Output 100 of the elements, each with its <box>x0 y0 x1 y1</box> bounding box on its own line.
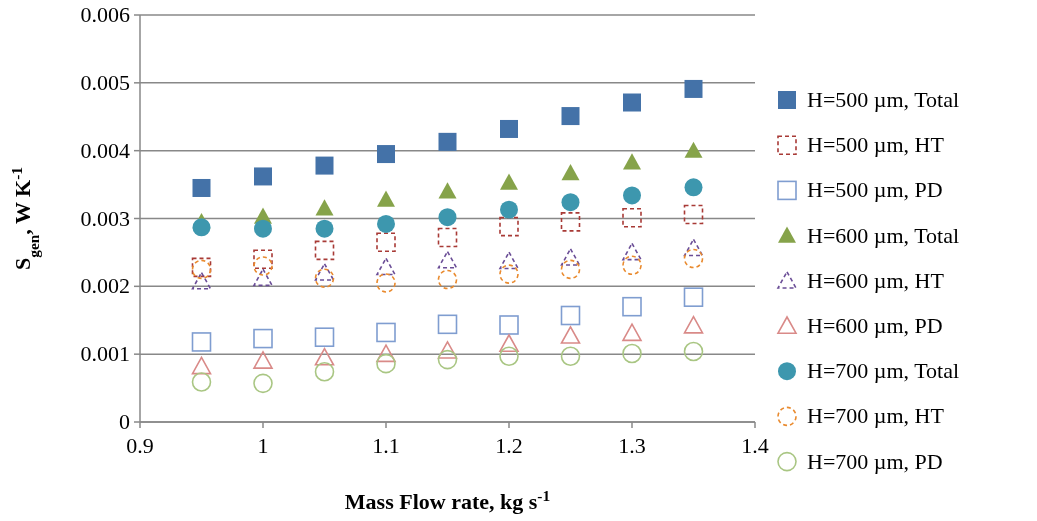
point <box>314 362 335 382</box>
point <box>561 193 580 212</box>
point <box>254 167 272 186</box>
point <box>623 93 641 112</box>
point <box>622 242 642 261</box>
point <box>499 216 519 237</box>
point <box>560 326 581 344</box>
point <box>683 238 704 257</box>
point <box>314 327 335 348</box>
y-tick-label: 0 <box>119 409 130 434</box>
point <box>315 199 334 216</box>
point <box>500 173 518 190</box>
x-tick-label: 1.2 <box>495 433 523 458</box>
legend-label: H=600 µm, HT <box>807 267 945 293</box>
point <box>500 119 518 138</box>
y-tick-label: 0.004 <box>80 137 130 163</box>
point <box>192 218 211 237</box>
point <box>560 259 581 280</box>
point <box>314 347 335 366</box>
point <box>191 332 212 352</box>
point <box>254 219 272 238</box>
point <box>499 346 519 366</box>
point <box>314 268 335 288</box>
point <box>437 269 458 290</box>
point <box>499 315 519 335</box>
point <box>683 287 704 307</box>
point <box>314 240 335 261</box>
point <box>315 156 334 175</box>
point <box>437 340 458 359</box>
point <box>623 186 641 205</box>
point <box>253 351 273 369</box>
point <box>376 232 396 253</box>
point <box>314 262 335 281</box>
legend-label: H=700 µm, PD <box>807 448 943 474</box>
point <box>684 79 703 98</box>
point <box>253 256 273 276</box>
point <box>376 353 396 374</box>
y-tick-label: 0.001 <box>80 341 130 367</box>
point <box>560 248 581 266</box>
x-tick-label: 1.1 <box>372 433 400 458</box>
point <box>622 255 642 276</box>
point <box>377 214 395 233</box>
point <box>438 208 457 227</box>
point <box>376 273 396 293</box>
point <box>622 208 642 228</box>
point <box>437 250 458 269</box>
point <box>437 314 458 335</box>
point <box>192 178 211 197</box>
point <box>623 153 641 170</box>
x-tick-label: 1 <box>257 433 269 458</box>
point <box>683 204 704 225</box>
point <box>191 356 212 375</box>
point <box>561 164 580 181</box>
point <box>438 132 457 151</box>
point <box>622 323 642 342</box>
point <box>315 219 334 238</box>
point <box>376 322 396 343</box>
legend-label: H=600 µm, Total <box>807 222 960 248</box>
point <box>622 343 642 364</box>
point <box>561 107 580 126</box>
point <box>253 268 273 287</box>
point <box>560 346 581 366</box>
legend-label: H=600 µm, PD <box>807 313 943 338</box>
point <box>253 373 273 394</box>
y-tick-label: 0.006 <box>80 2 130 27</box>
point <box>683 248 704 269</box>
point <box>253 328 273 349</box>
point <box>376 257 396 276</box>
x-tick-label: 1.3 <box>618 433 646 458</box>
point <box>376 344 396 363</box>
point <box>499 251 519 270</box>
point <box>560 305 581 326</box>
point <box>622 296 642 317</box>
legend-label: H=500 µm, PD <box>807 177 943 203</box>
legend-label: H=500 µm, Total <box>807 87 960 112</box>
point <box>500 200 518 219</box>
point <box>560 212 581 232</box>
point <box>684 141 703 158</box>
y-tick-label: 0.005 <box>80 69 130 95</box>
y-tick-label: 0.003 <box>80 205 130 231</box>
x-tick-label: 1.4 <box>741 433 769 458</box>
point <box>437 349 458 370</box>
point <box>438 182 457 199</box>
point <box>377 145 395 164</box>
point <box>499 264 519 284</box>
point <box>377 190 395 207</box>
legend-label: H=500 µm, HT <box>807 132 945 158</box>
point <box>191 271 212 290</box>
point <box>437 227 458 248</box>
legend-label: H=700 µm, Total <box>807 358 960 384</box>
point <box>684 178 703 197</box>
point <box>683 315 704 334</box>
point <box>253 249 273 269</box>
legend-label: H=700 µm, HT <box>807 403 945 429</box>
point <box>191 372 212 392</box>
point <box>499 334 519 352</box>
y-tick-label: 0.002 <box>80 273 130 299</box>
x-axis-title: Mass Flow rate, kg s$^{-1}$ <box>344 486 551 514</box>
x-tick-label: 0.9 <box>126 433 154 458</box>
point <box>683 341 704 362</box>
